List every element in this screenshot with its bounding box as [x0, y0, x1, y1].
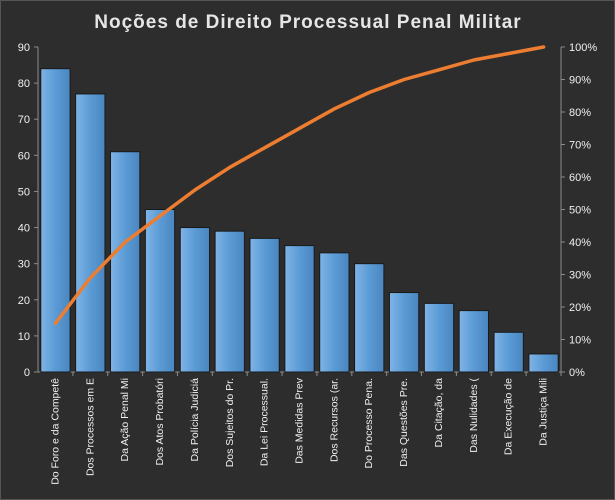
y-left-tick-label: 70 [18, 114, 30, 126]
y-right-tick-label: 100% [569, 42, 597, 54]
category-label: Da Citação, da [433, 378, 445, 448]
bar [110, 151, 141, 373]
category-label: Da Justiça Mili [538, 378, 550, 446]
cumulative-line [53, 45, 546, 326]
y-right-tick-label: 90% [569, 75, 591, 87]
category-label: Do Processo Pena. [363, 378, 375, 468]
y-right-tick-label: 0% [569, 367, 585, 379]
bar [75, 93, 106, 373]
chart-title: Noções de Direito Processual Penal Milit… [94, 12, 521, 33]
category-label: Dos Sujeitos do Pr. [224, 378, 236, 467]
category-label: Dos Recursos (ar. [328, 378, 340, 462]
y-right-tick-label: 40% [569, 237, 591, 249]
y-left-tick-label: 60 [18, 150, 30, 162]
y-right-tick-label: 10% [569, 335, 591, 347]
category-label: Das Medidas Prev [294, 377, 306, 464]
category-label: Das Questões Pre. [398, 378, 410, 467]
y-left-tick-label: 10 [18, 331, 30, 343]
category-label: Dos Atos Probatóri [154, 378, 166, 466]
y-left-tick-label: 30 [18, 259, 30, 271]
y-right-tick-label: 60% [569, 172, 591, 184]
category-label: Dos Processos em E [84, 378, 96, 476]
category-label: Das Nulidades ( [468, 378, 480, 453]
bar [354, 263, 385, 373]
category-label: Da Execução de [503, 378, 515, 455]
bar [493, 331, 524, 373]
bar [319, 252, 350, 373]
bar [388, 292, 420, 373]
y-left-tick-label: 90 [18, 42, 30, 54]
bar [528, 353, 559, 373]
category-label: Do Foro e da Competê [49, 378, 61, 485]
plot-area: 0 10 20 30 40 50 60 70 80 90 0% 10% 20% 30% 40% 50% 60% 7… [18, 42, 598, 485]
bar [458, 310, 489, 373]
y-right-tick-label: 80% [569, 107, 591, 119]
bar [284, 245, 315, 373]
y-right-tick-label: 20% [569, 302, 591, 314]
bar [214, 230, 245, 373]
category-label: Da Polícia Judiciá [189, 378, 201, 462]
bar [249, 237, 280, 373]
y-left-tick-label: 80 [18, 78, 30, 90]
y-left-tick-label: 50 [18, 186, 30, 198]
category-label: Da Ação Penal Mi [119, 378, 131, 461]
y-right-tick-label: 30% [569, 270, 591, 282]
bar [144, 209, 176, 373]
y-right-tick-label: 50% [569, 205, 591, 217]
bar [179, 227, 211, 373]
y-left-tick-label: 40 [18, 223, 30, 235]
category-label: Da Lei Processual. [259, 378, 271, 466]
y-left-tick-label: 0 [24, 367, 30, 379]
y-left-tick-label: 20 [18, 295, 30, 307]
y-right-tick-label: 70% [569, 140, 591, 152]
bar [40, 68, 71, 373]
bar [423, 302, 455, 373]
